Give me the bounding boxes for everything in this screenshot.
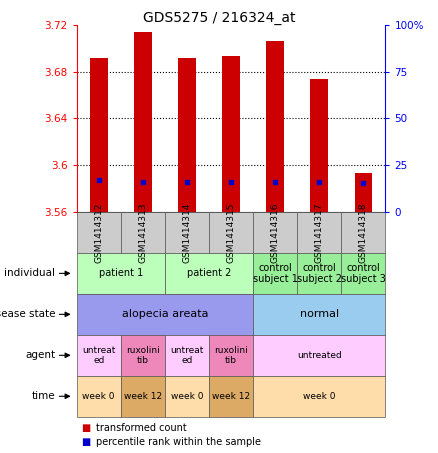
Text: week 0: week 0 [82,392,115,401]
Text: alopecia areata: alopecia areata [122,309,208,319]
Bar [253,212,297,253]
Text: week 12: week 12 [124,392,162,401]
Bar [297,253,341,294]
Text: GDS5275 / 216324_at: GDS5275 / 216324_at [143,11,295,25]
Bar [77,212,121,253]
Text: control
subject 2: control subject 2 [297,263,342,284]
Bar [341,253,385,294]
Text: GSM1414313: GSM1414313 [138,202,147,263]
Bar [90,58,107,212]
Bar [77,335,121,376]
Bar [165,335,209,376]
Text: week 0: week 0 [171,392,203,401]
Bar [253,253,297,294]
Bar [311,79,328,212]
Text: control
subject 3: control subject 3 [341,263,386,284]
Bar [165,253,253,294]
Text: ruxolini
tib: ruxolini tib [126,346,160,365]
Bar [77,376,121,417]
Text: ■: ■ [81,437,90,447]
Text: agent: agent [25,350,55,360]
Text: GSM1414318: GSM1414318 [359,202,368,263]
Text: patient 2: patient 2 [187,268,231,279]
Text: control
subject 1: control subject 1 [253,263,297,284]
Bar [209,335,253,376]
Bar [253,294,385,335]
Text: percentile rank within the sample: percentile rank within the sample [96,437,261,447]
Bar [77,253,165,294]
Text: normal: normal [300,309,339,319]
Bar [209,212,253,253]
Text: untreated: untreated [297,351,342,360]
Bar [121,376,165,417]
Text: ruxolini
tib: ruxolini tib [214,346,248,365]
Bar [178,58,196,212]
Text: time: time [32,391,55,401]
Text: ■: ■ [81,423,90,433]
Text: transformed count: transformed count [96,423,187,433]
Text: GSM1414314: GSM1414314 [183,202,191,263]
Bar [222,57,240,212]
Text: individual: individual [4,268,55,279]
Text: GSM1414316: GSM1414316 [271,202,279,263]
Text: GSM1414317: GSM1414317 [315,202,324,263]
Bar [297,212,341,253]
Bar [77,294,253,335]
Bar [341,212,385,253]
Text: disease state: disease state [0,309,55,319]
Bar [266,41,284,212]
Text: untreat
ed: untreat ed [170,346,204,365]
Bar [253,335,385,376]
Bar [121,212,165,253]
Text: GSM1414312: GSM1414312 [94,202,103,263]
Text: week 12: week 12 [212,392,250,401]
Text: untreat
ed: untreat ed [82,346,115,365]
Bar [355,173,372,212]
Text: GSM1414315: GSM1414315 [226,202,236,263]
Bar [165,376,209,417]
Bar [121,335,165,376]
Bar [134,32,152,212]
Bar [165,212,209,253]
Bar [209,376,253,417]
Text: patient 1: patient 1 [99,268,143,279]
Text: week 0: week 0 [303,392,336,401]
Bar [253,376,385,417]
